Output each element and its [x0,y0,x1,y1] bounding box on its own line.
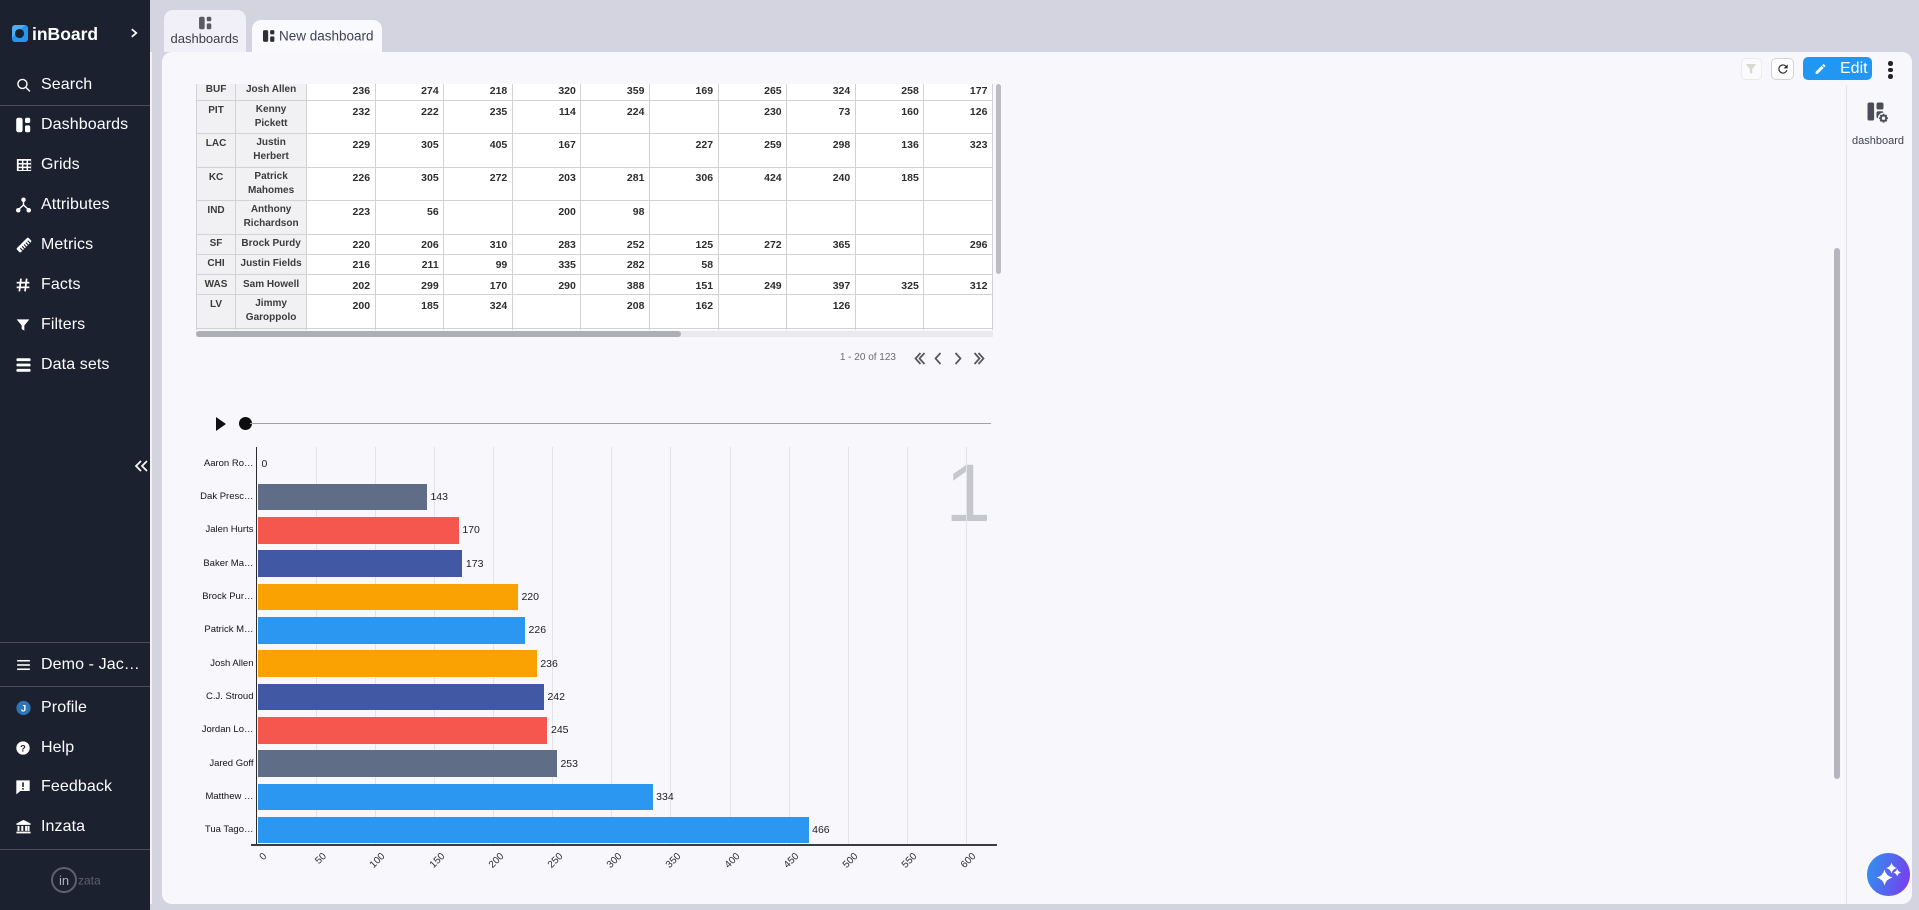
svg-text:J: J [21,703,26,714]
svg-text:in: in [59,873,69,888]
svg-text:zata: zata [78,874,101,888]
svg-text:?: ? [20,743,26,753]
